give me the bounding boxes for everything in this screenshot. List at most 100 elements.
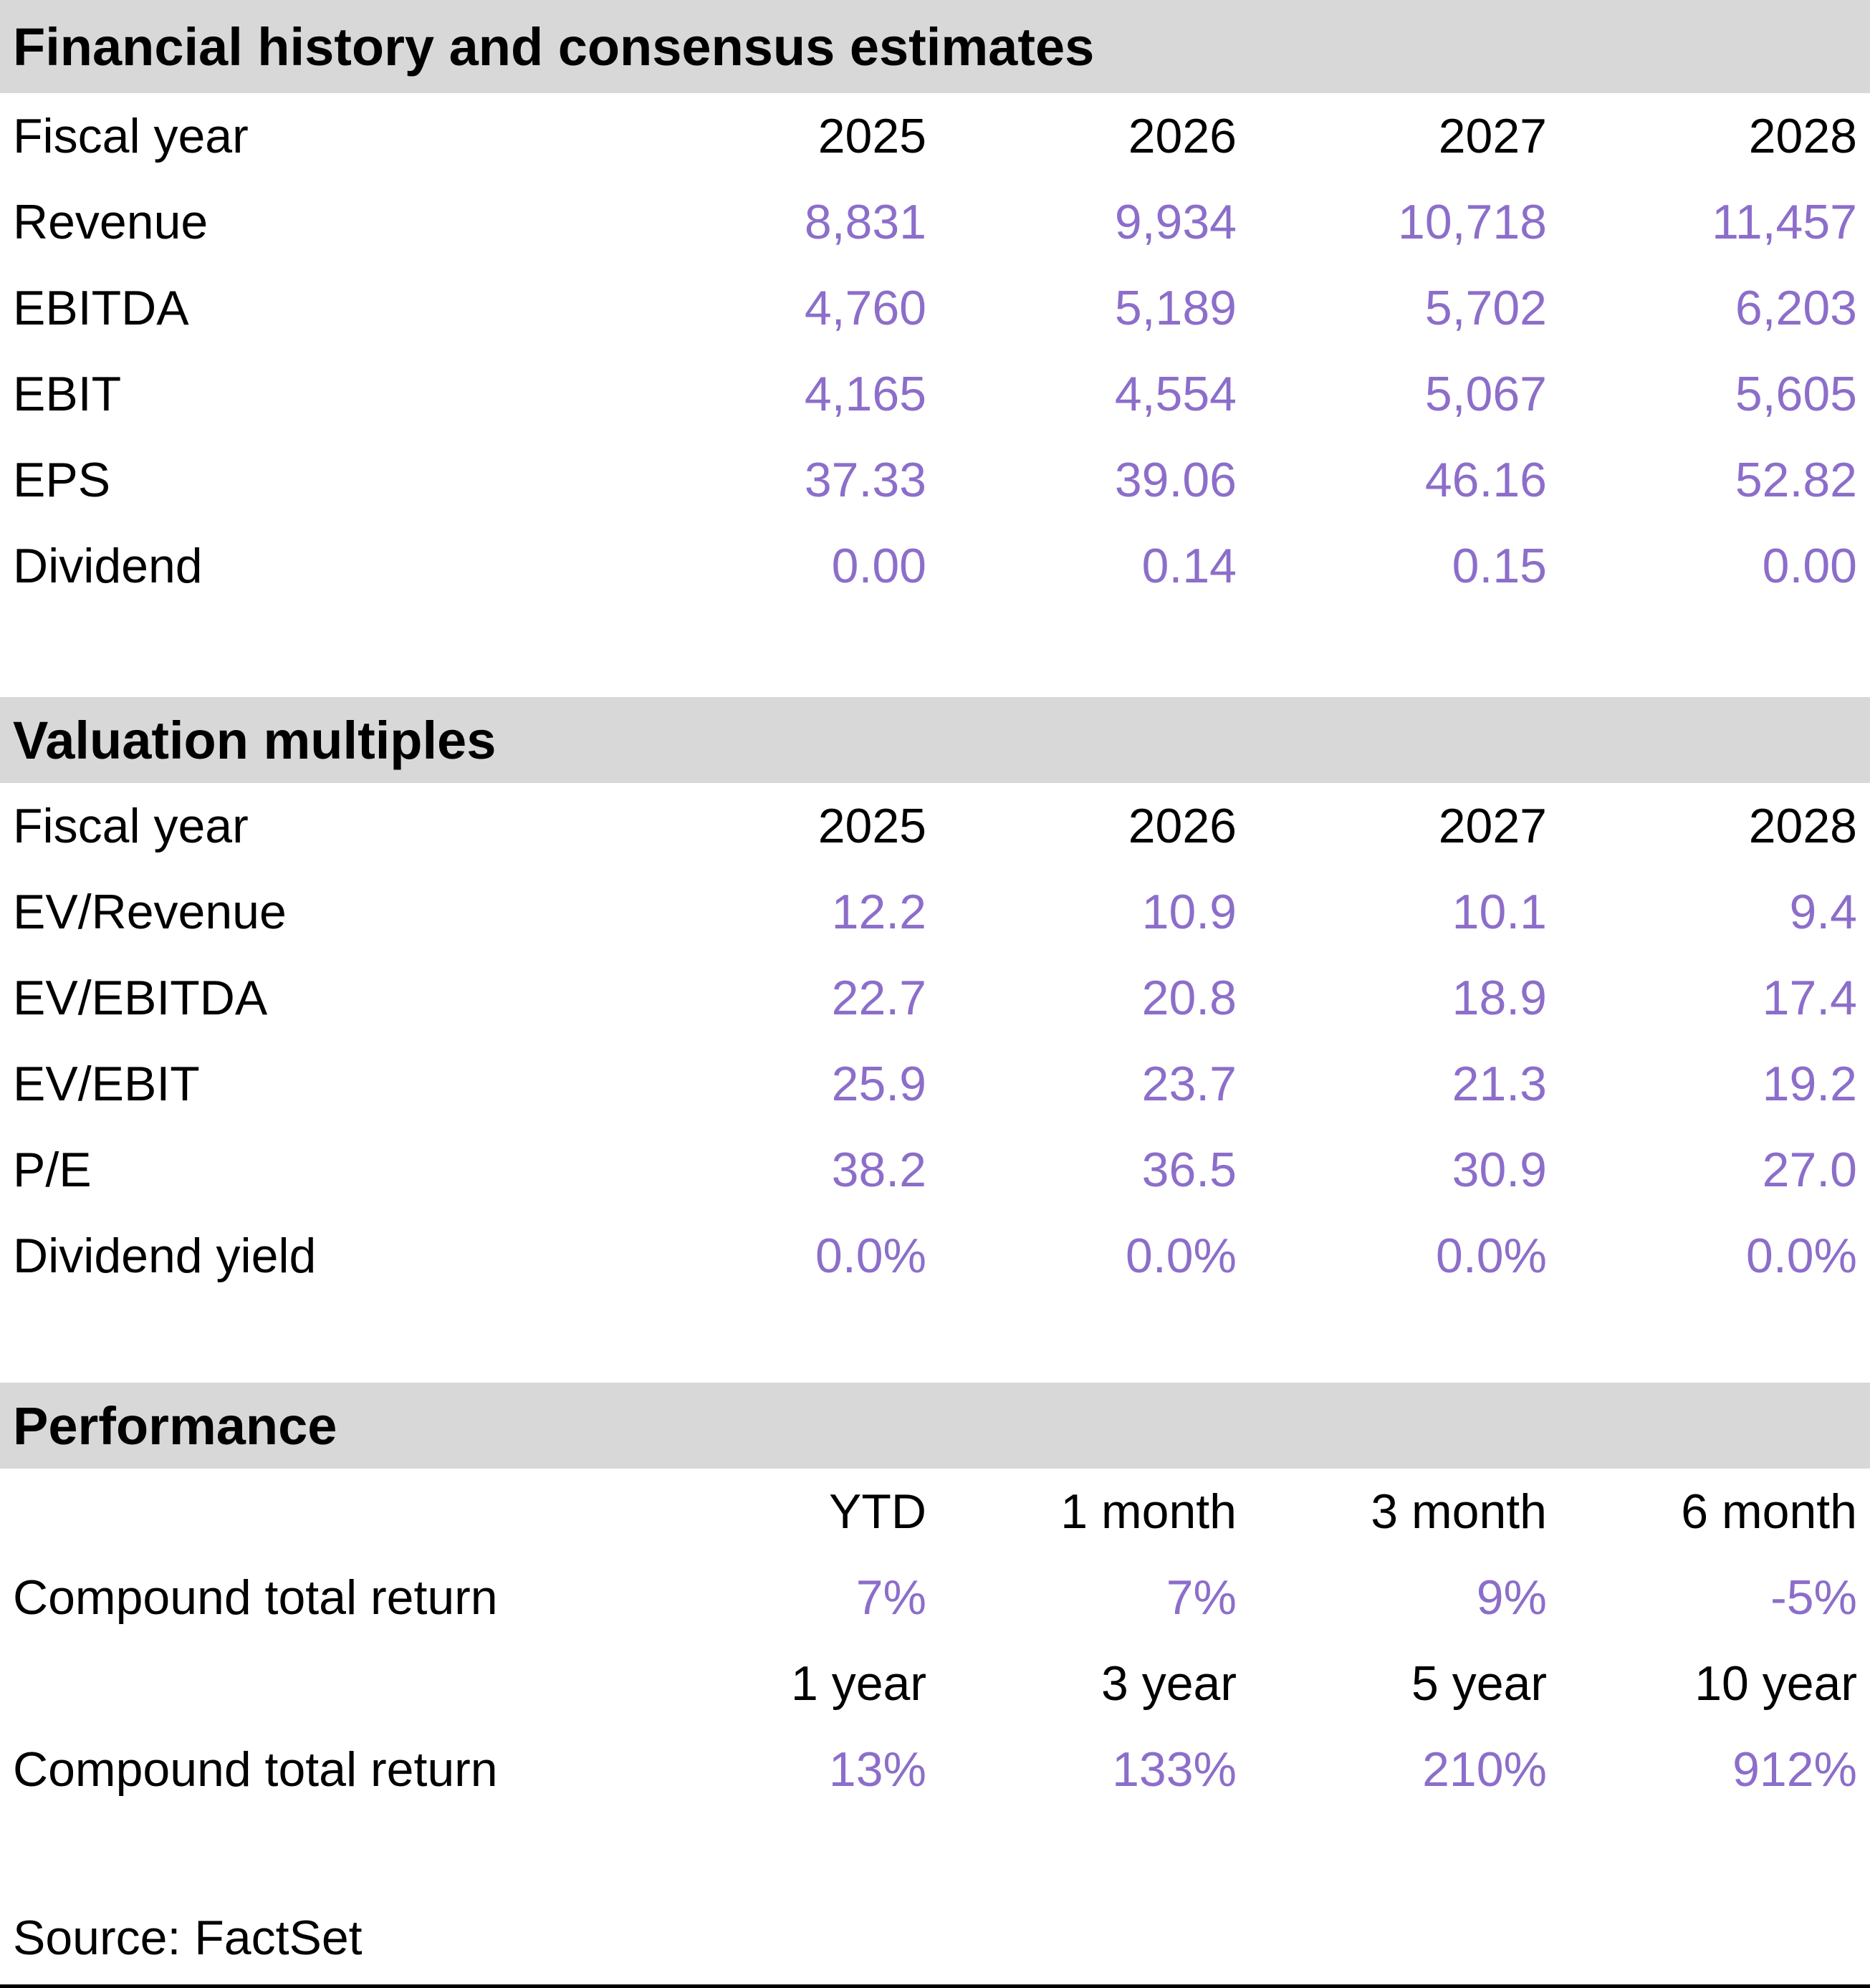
row-label: P/E (13, 1143, 92, 1197)
metric-value: 10,718 (1398, 195, 1547, 249)
source-note: Source: FactSet (13, 1911, 363, 1965)
metric-value: 39.06 (1114, 453, 1237, 507)
metric-value: 37.33 (804, 453, 926, 507)
financial-section-header-bar: Financial history and consensus estimate… (0, 0, 1870, 93)
year-header: 2026 (1128, 109, 1237, 163)
metric-value: 27.0 (1762, 1143, 1857, 1197)
fiscal-year-header-label: Fiscal year (13, 799, 249, 853)
metric-value: 52.82 (1735, 453, 1857, 507)
metric-value: 10.9 (1141, 885, 1237, 939)
row-label: EPS (13, 453, 111, 507)
empty-cell (0, 1641, 616, 1727)
metric-value: 12.2 (831, 885, 926, 939)
metric-value: 7% (1166, 1570, 1237, 1625)
metric-value: 210% (1422, 1742, 1547, 1797)
row-label: EBITDA (13, 281, 189, 335)
metric-value: 912% (1732, 1742, 1857, 1797)
metric-value: 133% (1112, 1742, 1237, 1797)
row-label: EBIT (13, 367, 122, 421)
table-row-ebitda: EBITDA 4,760 5,189 5,702 6,203 (0, 265, 1857, 351)
bottom-divider (0, 1984, 1870, 1988)
row-label: EV/Revenue (13, 885, 287, 939)
metric-value: 0.0% (1126, 1229, 1237, 1283)
metric-value: 30.9 (1452, 1143, 1547, 1197)
metric-value: 0.0% (1436, 1229, 1547, 1283)
metric-value: 21.3 (1452, 1057, 1547, 1111)
performance-period-header-row: YTD 1 month 3 month 6 month (0, 1469, 1857, 1555)
metric-value: 0.00 (1762, 539, 1857, 593)
table-row-ev-ebit: EV/EBIT 25.9 23.7 21.3 19.2 (0, 1041, 1857, 1127)
metric-value: -5% (1770, 1570, 1857, 1625)
table-row-compound-return-short: Compound total return 7% 7% 9% -5% (0, 1555, 1857, 1641)
row-label: EV/EBIT (13, 1057, 200, 1111)
metric-value: 5,067 (1424, 367, 1547, 421)
row-label: EV/EBITDA (13, 971, 268, 1025)
period-header: 3 year (1101, 1656, 1237, 1711)
metric-value: 22.7 (831, 971, 926, 1025)
metric-value: 36.5 (1141, 1143, 1237, 1197)
table-row-ebit: EBIT 4,165 4,554 5,067 5,605 (0, 351, 1857, 437)
metric-value: 6,203 (1735, 281, 1857, 335)
performance-period-header-row: 1 year 3 year 5 year 10 year (0, 1641, 1857, 1727)
metric-value: 8,831 (804, 195, 926, 249)
period-header: 1 year (791, 1656, 926, 1711)
row-label: Compound total return (13, 1570, 498, 1625)
performance-section-title: Performance (13, 1396, 337, 1456)
year-header: 2026 (1128, 799, 1237, 853)
metric-value: 9.4 (1789, 885, 1857, 939)
metric-value: 9,934 (1114, 195, 1237, 249)
row-label: Dividend yield (13, 1229, 317, 1283)
table-row-pe: P/E 38.2 36.5 30.9 27.0 (0, 1127, 1857, 1213)
period-header: 5 year (1411, 1656, 1547, 1711)
table-row-ev-revenue: EV/Revenue 12.2 10.9 10.1 9.4 (0, 869, 1857, 955)
table-row-eps: EPS 37.33 39.06 46.16 52.82 (0, 437, 1857, 523)
period-header: 10 year (1694, 1656, 1857, 1711)
table-row-revenue: Revenue 8,831 9,934 10,718 11,457 (0, 179, 1857, 265)
year-header: 2025 (817, 109, 926, 163)
performance-section-header-bar: Performance (0, 1383, 1870, 1469)
financial-section-title: Financial history and consensus estimate… (13, 16, 1095, 77)
metric-value: 4,165 (804, 367, 926, 421)
metric-value: 46.16 (1424, 453, 1547, 507)
period-header: 3 month (1371, 1484, 1547, 1539)
metric-value: 5,189 (1114, 281, 1237, 335)
metric-value: 38.2 (831, 1143, 926, 1197)
metric-value: 25.9 (831, 1057, 926, 1111)
financial-table: Fiscal year 2025 2026 2027 2028 Revenue … (0, 93, 1870, 609)
year-header: 2025 (817, 799, 926, 853)
metric-value: 4,760 (804, 281, 926, 335)
metric-value: 0.14 (1141, 539, 1237, 593)
metric-value: 19.2 (1762, 1057, 1857, 1111)
row-label: Revenue (13, 195, 208, 249)
row-label: Compound total return (13, 1742, 498, 1797)
metric-value: 7% (855, 1570, 926, 1625)
period-header: 1 month (1060, 1484, 1237, 1539)
valuation-section-header-bar: Valuation multiples (0, 697, 1870, 783)
row-label: Dividend (13, 539, 203, 593)
year-header: 2027 (1438, 109, 1547, 163)
metric-value: 0.0% (815, 1229, 926, 1283)
metric-value: 9% (1476, 1570, 1547, 1625)
metric-value: 0.0% (1746, 1229, 1857, 1283)
metric-value: 5,702 (1424, 281, 1547, 335)
metric-value: 23.7 (1141, 1057, 1237, 1111)
valuation-header-row: Fiscal year 2025 2026 2027 2028 (0, 783, 1857, 869)
empty-cell (0, 1469, 616, 1555)
year-header: 2028 (1748, 109, 1857, 163)
metric-value: 20.8 (1141, 971, 1237, 1025)
metric-value: 0.00 (831, 539, 926, 593)
metric-value: 18.9 (1452, 971, 1547, 1025)
financial-header-row: Fiscal year 2025 2026 2027 2028 (0, 93, 1857, 179)
valuation-table: Fiscal year 2025 2026 2027 2028 EV/Reven… (0, 783, 1870, 1299)
year-header: 2027 (1438, 799, 1547, 853)
table-row-ev-ebitda: EV/EBITDA 22.7 20.8 18.9 17.4 (0, 955, 1857, 1041)
period-header: 6 month (1681, 1484, 1857, 1539)
metric-value: 4,554 (1114, 367, 1237, 421)
table-row-dividend: Dividend 0.00 0.14 0.15 0.00 (0, 523, 1857, 609)
metric-value: 11,457 (1712, 195, 1857, 249)
table-row-compound-return-long: Compound total return 13% 133% 210% 912% (0, 1727, 1857, 1812)
metric-value: 10.1 (1452, 885, 1547, 939)
metric-value: 0.15 (1452, 539, 1547, 593)
period-header: YTD (829, 1484, 926, 1539)
metric-value: 17.4 (1762, 971, 1857, 1025)
